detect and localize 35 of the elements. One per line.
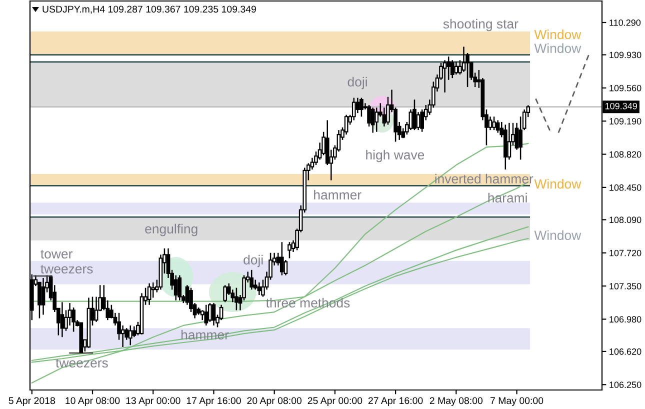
y-tick-label: 108.820 <box>610 151 642 158</box>
ref-line-label: 109.349 <box>605 102 637 110</box>
band-label: Window <box>534 43 582 53</box>
annotation: engulfing <box>145 224 198 236</box>
x-tick-label: 20 Apr 08:00 <box>247 397 302 406</box>
annotation: doji <box>244 254 263 268</box>
annotation: tweezers <box>40 264 93 274</box>
band-label: Window <box>534 178 582 189</box>
x-tick-label: 13 Apr 00:00 <box>126 397 180 406</box>
y-tick-label: 108.450 <box>610 184 642 191</box>
annotation: high wave <box>366 150 424 162</box>
annotation: hammer <box>314 190 362 200</box>
y-tick-label: 110.290 <box>610 19 641 26</box>
annotation: shooting star <box>443 18 518 32</box>
y-tick-label: 109.930 <box>610 52 642 58</box>
x-tick-label: 25 Apr 00:00 <box>308 397 362 406</box>
x-tick-label: 10 Apr 08:00 <box>66 397 120 406</box>
y-tick-label: 109.560 <box>610 84 642 92</box>
x-tick-label: 27 Apr 16:00 <box>368 397 423 406</box>
x-tick-label: 2 May 08:00 <box>430 397 483 406</box>
annotation: tower <box>40 250 72 259</box>
y-tick-label: 106.980 <box>610 316 642 323</box>
y-tick-label: 106.250 <box>610 382 642 388</box>
y-tick-label: 107.720 <box>610 250 642 256</box>
y-tick-label: 106.620 <box>610 348 642 355</box>
y-tick-label: 108.090 <box>610 216 642 224</box>
chart-title: USDJPY.m,H4 109.287 109.367 109.235 109.349 <box>42 6 256 14</box>
x-tick-label: 7 May 00:00 <box>490 397 544 406</box>
band-label: Window <box>534 29 582 40</box>
y-tick-label: 107.350 <box>610 282 642 290</box>
y-tick-label: 109.190 <box>610 118 642 124</box>
band-label: Window <box>534 230 582 240</box>
x-tick-label: 17 Apr 16:00 <box>186 397 241 406</box>
x-tick-label: 5 Apr 2018 <box>8 397 55 406</box>
annotation: doji <box>348 76 367 90</box>
